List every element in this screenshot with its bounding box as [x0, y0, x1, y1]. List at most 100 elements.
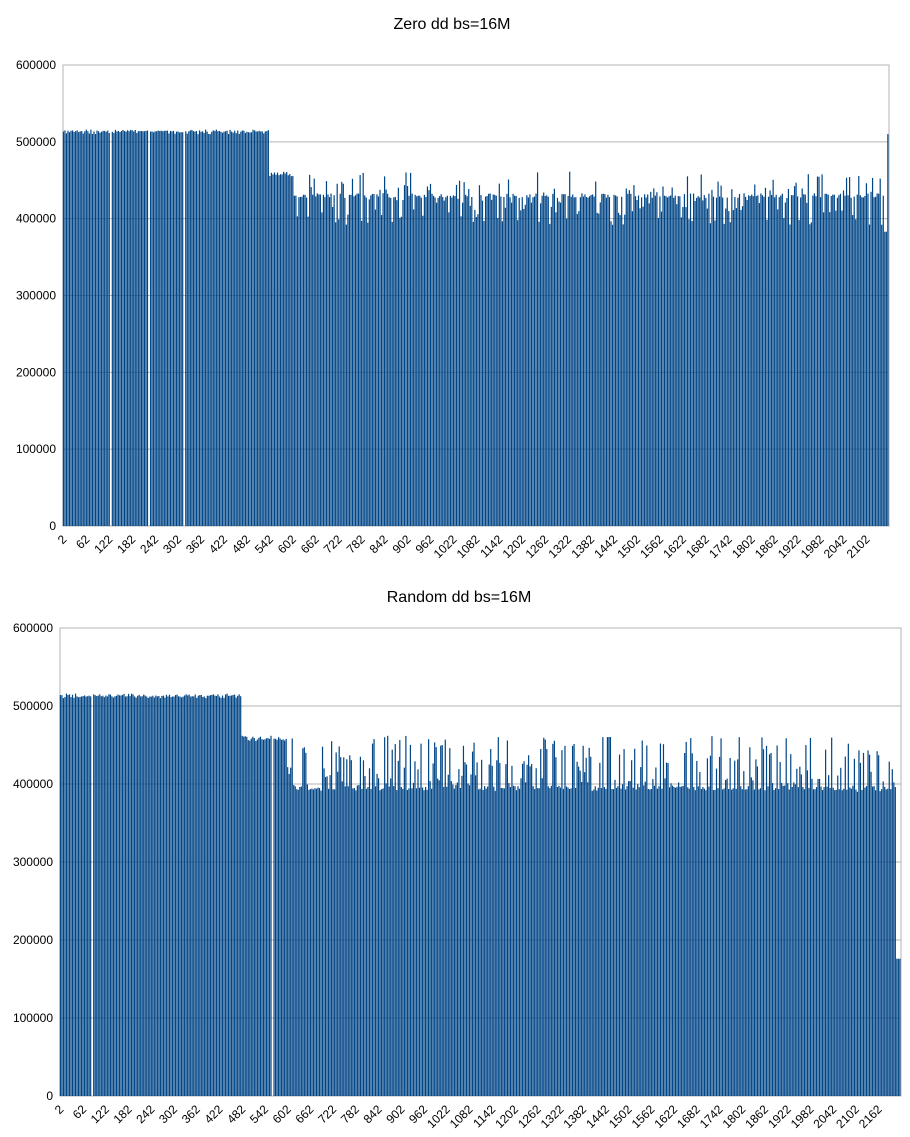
bar	[106, 696, 108, 1096]
bar	[564, 745, 566, 1096]
bar	[364, 776, 366, 1096]
bar	[811, 778, 813, 1096]
bar	[662, 186, 664, 526]
bar	[711, 736, 713, 1096]
bar	[702, 200, 704, 526]
bar	[182, 132, 184, 526]
bar	[215, 695, 218, 1096]
bar	[177, 696, 180, 1096]
x-tick-label: 62	[70, 1102, 90, 1122]
bar	[468, 188, 470, 526]
bar	[99, 132, 101, 526]
bar	[368, 199, 370, 526]
bar	[728, 788, 730, 1096]
bar	[85, 129, 87, 527]
bar	[362, 760, 365, 1096]
bar	[484, 786, 486, 1096]
bar	[99, 694, 101, 1096]
bar	[397, 760, 399, 1096]
bar	[296, 216, 299, 526]
x-tick-label: 1982	[788, 1102, 817, 1131]
bar	[670, 783, 672, 1096]
bar	[385, 189, 387, 526]
bar	[635, 789, 637, 1096]
x-tick-label: 782	[338, 1102, 362, 1126]
bar	[722, 197, 724, 526]
x-tick-label: 1262	[523, 532, 552, 561]
bar	[137, 695, 139, 1096]
bar	[553, 188, 555, 527]
x-tick-label: 1562	[637, 532, 666, 561]
bar	[479, 788, 481, 1096]
bar	[706, 758, 709, 1096]
bar	[436, 202, 438, 526]
bar	[509, 197, 511, 527]
bar	[871, 177, 874, 527]
bar	[319, 194, 321, 526]
bar	[875, 196, 877, 526]
bar	[244, 132, 247, 527]
bar	[379, 189, 381, 527]
bar	[573, 743, 575, 1096]
x-tick-label: 1622	[660, 532, 689, 561]
bar	[343, 757, 345, 1096]
bar	[348, 194, 351, 527]
bar	[781, 193, 783, 526]
bar	[820, 786, 822, 1096]
bar	[374, 786, 377, 1096]
bar	[702, 787, 704, 1096]
bar	[130, 693, 133, 1096]
x-tick-label: 1922	[775, 532, 804, 561]
bar	[772, 179, 774, 526]
bar	[550, 206, 552, 527]
bar	[621, 784, 624, 1096]
bar	[321, 746, 324, 1096]
bar	[221, 695, 224, 1096]
bar	[582, 745, 584, 1096]
chart-title: Random dd bs=16M	[387, 589, 532, 606]
bar	[326, 776, 328, 1096]
bar	[514, 195, 516, 526]
bar	[405, 172, 407, 526]
bar	[786, 198, 788, 526]
bar	[424, 786, 427, 1096]
bar	[143, 131, 146, 526]
bar	[179, 132, 181, 526]
bar	[512, 785, 515, 1096]
bar	[145, 130, 147, 527]
bar	[761, 195, 764, 526]
bar	[499, 762, 501, 1096]
bar	[761, 737, 763, 1096]
bar	[505, 764, 507, 1096]
bar	[96, 696, 98, 1096]
bar	[605, 788, 607, 1096]
bar	[802, 786, 804, 1096]
bar	[552, 193, 554, 526]
bar	[573, 197, 575, 526]
bar	[123, 693, 125, 1096]
bar	[437, 197, 439, 527]
bar	[402, 788, 404, 1096]
bar	[429, 781, 431, 1096]
bar	[288, 773, 290, 1096]
bar	[787, 188, 790, 527]
bar	[258, 130, 260, 526]
bar	[65, 693, 68, 1096]
bar	[191, 696, 193, 1096]
bar	[439, 196, 441, 527]
bar	[273, 172, 276, 526]
bar	[576, 213, 578, 526]
bar	[396, 790, 398, 1096]
bar	[893, 782, 895, 1096]
bar	[649, 789, 651, 1096]
bar	[151, 131, 153, 526]
y-tick-label: 200000	[13, 933, 53, 947]
bar	[878, 193, 880, 527]
bar	[243, 736, 245, 1096]
bar	[844, 756, 846, 1096]
bar	[637, 784, 639, 1096]
bar	[88, 133, 90, 526]
bar	[393, 197, 395, 526]
bar	[419, 195, 421, 526]
bar	[287, 767, 289, 1096]
